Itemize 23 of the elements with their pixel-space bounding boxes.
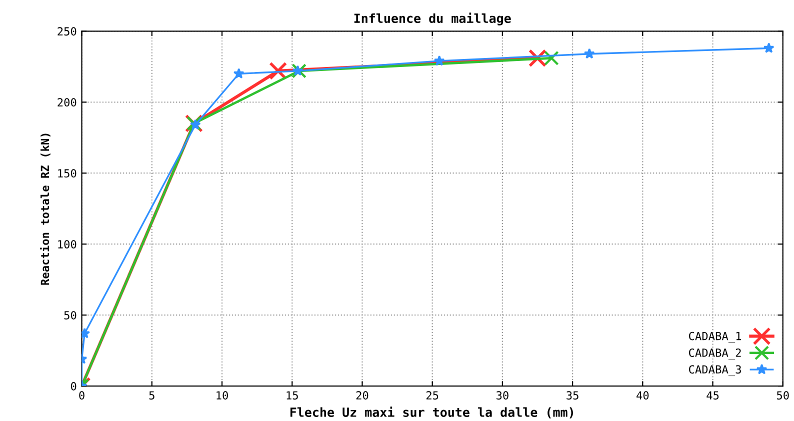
x-axis-title: Fleche Uz maxi sur toute la dalle (mm) xyxy=(290,406,573,418)
legend-label: CADABA_3 xyxy=(689,365,741,376)
y-tick-label: 0 xyxy=(70,382,76,390)
x-tick-label: 50 xyxy=(776,391,789,400)
x-tick-label: 40 xyxy=(636,391,649,400)
x-tick-label: 25 xyxy=(426,391,438,400)
x-tick-label: 30 xyxy=(496,391,508,400)
chart-title: Influence du maillage xyxy=(354,12,511,26)
legend-label: CADABA_1 xyxy=(689,332,742,343)
y-axis-title: Reaction totale RZ (kN) xyxy=(40,134,50,285)
y-tick-label: 100 xyxy=(58,240,76,249)
x-tick-label: 15 xyxy=(286,391,298,400)
x-tick-label: 20 xyxy=(356,391,368,400)
x-tick-label: 5 xyxy=(149,391,154,400)
legend-label: CADABA_2 xyxy=(689,348,741,360)
x-tick-label: 35 xyxy=(566,391,578,400)
x-tick-label: 0 xyxy=(79,391,84,400)
y-tick-label: 250 xyxy=(58,27,76,36)
y-tick-label: 150 xyxy=(58,169,76,178)
y-tick-label: 200 xyxy=(58,98,76,107)
x-tick-label: 45 xyxy=(706,391,719,400)
x-tick-label: 10 xyxy=(216,391,228,400)
y-tick-label: 50 xyxy=(64,311,76,320)
